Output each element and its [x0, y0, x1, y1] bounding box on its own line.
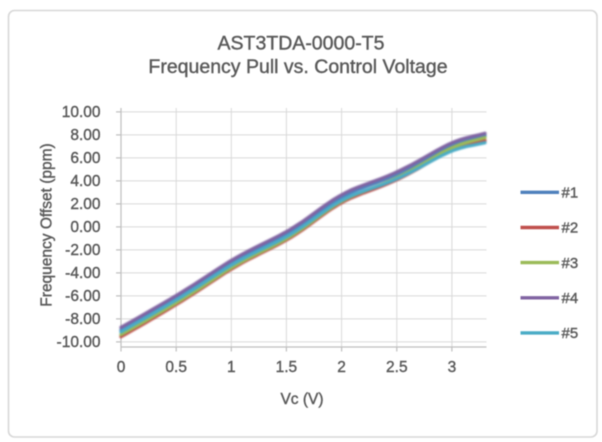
svg-text:#2: #2	[562, 220, 579, 237]
svg-text:-8.00: -8.00	[65, 311, 101, 328]
svg-text:2: 2	[337, 359, 346, 376]
svg-text:#1: #1	[562, 185, 579, 202]
svg-text:0.00: 0.00	[70, 219, 101, 236]
svg-text:#3: #3	[562, 255, 579, 272]
svg-text:Frequency Pull vs. Control Vol: Frequency Pull vs. Control Voltage	[148, 56, 447, 78]
svg-text:0: 0	[117, 359, 126, 376]
svg-text:3: 3	[448, 359, 457, 376]
svg-text:1: 1	[227, 359, 236, 376]
svg-text:-2.00: -2.00	[65, 242, 101, 259]
svg-text:6.00: 6.00	[70, 150, 101, 167]
svg-text:2.00: 2.00	[70, 196, 101, 213]
svg-text:1.5: 1.5	[276, 359, 298, 376]
svg-text:-4.00: -4.00	[65, 265, 101, 282]
svg-text:-10.00: -10.00	[57, 334, 101, 351]
svg-text:0.5: 0.5	[165, 359, 187, 376]
svg-text:-6.00: -6.00	[65, 288, 101, 305]
svg-text:2.5: 2.5	[386, 359, 408, 376]
svg-text:4.00: 4.00	[70, 173, 101, 190]
svg-text:8.00: 8.00	[70, 127, 101, 144]
svg-text:10.00: 10.00	[62, 104, 101, 121]
svg-text:Vc (V): Vc (V)	[280, 391, 323, 408]
svg-text:#4: #4	[562, 290, 579, 307]
svg-text:Frequency Offset (ppm): Frequency Offset (ppm)	[39, 143, 56, 306]
svg-text:AST3TDA-0000-T5: AST3TDA-0000-T5	[218, 33, 385, 55]
svg-text:#5: #5	[562, 325, 579, 342]
